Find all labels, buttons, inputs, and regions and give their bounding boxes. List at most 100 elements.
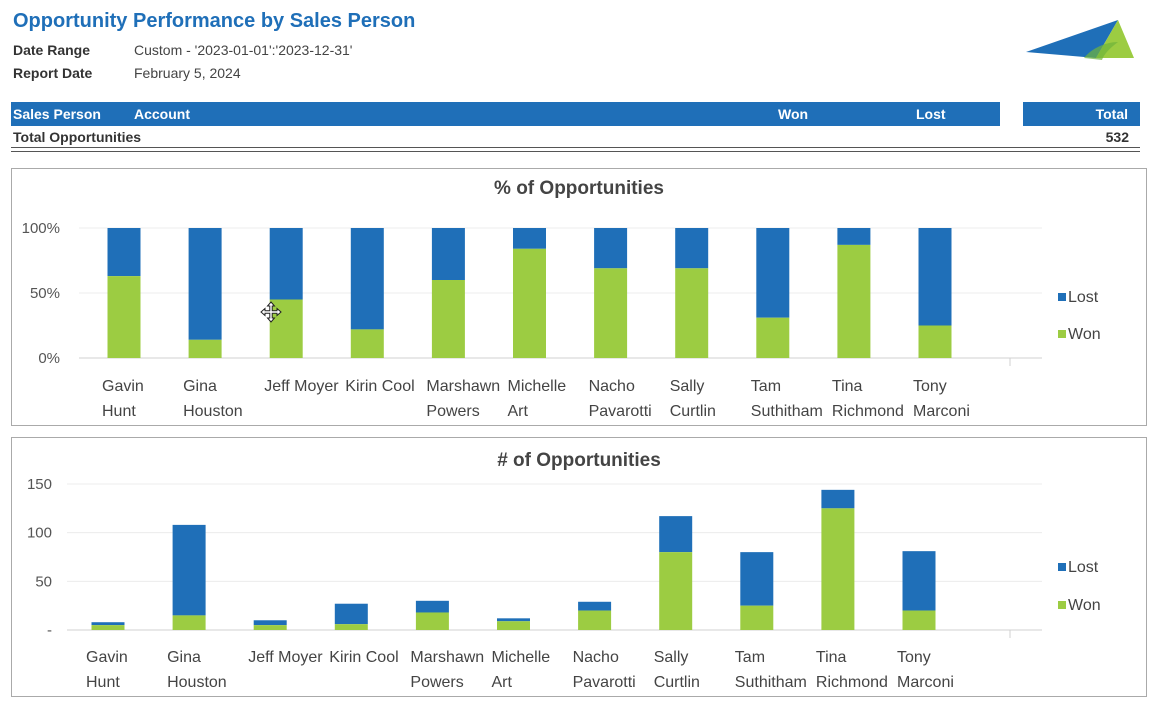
count-chart-title: # of Opportunities <box>497 450 661 471</box>
bar-lost <box>756 228 790 318</box>
y-tick-label: 50% <box>30 285 60 302</box>
x-category-label: Michelle <box>492 649 551 666</box>
bar-won <box>740 605 774 630</box>
bar-won <box>350 329 384 358</box>
bar-won <box>918 325 952 358</box>
bar-won <box>837 244 871 358</box>
legend-won-label: Won <box>1068 326 1101 343</box>
x-category-label: Pavarotti <box>589 403 652 420</box>
x-category-label: Gavin <box>102 378 144 395</box>
x-category-label: Richmond <box>832 403 904 420</box>
legend-won-2: Won <box>1058 597 1101 615</box>
x-category-label: Powers <box>410 674 463 691</box>
x-category-label: Pavarotti <box>573 674 636 691</box>
percent-chart: 0% 50% 100% Gavin Hunt Gina Houston Jeff Moyer K… <box>22 220 1042 420</box>
bar-lost <box>659 516 693 553</box>
bar-won <box>513 248 546 358</box>
bar-lost <box>578 601 612 611</box>
bar-won <box>659 552 693 630</box>
legend-lost-swatch <box>1058 293 1066 301</box>
report-date-row: Report Date February 5, 2024 <box>13 65 241 81</box>
x-category-label: Art <box>508 403 529 420</box>
bar-lost <box>497 618 530 622</box>
legend-lost-2: Lost <box>1058 559 1098 577</box>
bar-won <box>594 268 628 358</box>
legend-lost: Lost <box>1058 289 1098 307</box>
bar-won <box>497 621 530 630</box>
bar-lost <box>350 228 384 330</box>
report-title: Opportunity Performance by Sales Person <box>13 10 416 32</box>
x-category-label: Nacho <box>589 378 635 395</box>
bar-lost <box>107 228 141 277</box>
x-category-label: Suthitham <box>751 403 823 420</box>
bar-won <box>107 276 141 358</box>
bar-lost <box>675 228 709 269</box>
count-chart-panel: # of Opportunities - 50 100 150 Gavin Hunt Gin… <box>11 437 1147 697</box>
header-lost: Lost <box>916 106 946 122</box>
bar-won <box>756 317 790 358</box>
legend-won-swatch <box>1058 330 1066 338</box>
date-range-row: Date Range Custom - '2023-01-01':'2023-12… <box>13 42 352 58</box>
x-category-label: Sally <box>654 649 689 666</box>
x-category-label: Gina <box>167 649 201 666</box>
x-category-label: Tam <box>751 378 781 395</box>
y-tick-label: 150 <box>27 476 52 493</box>
bar-lost <box>188 228 222 340</box>
y-tick-label: 50 <box>35 573 52 590</box>
bar-lost <box>172 524 206 616</box>
bar-won <box>188 339 222 358</box>
bar-won <box>415 612 449 630</box>
x-category-label: Marshawn <box>410 649 484 666</box>
bar-lost <box>269 228 303 300</box>
y-tick-label: 0% <box>38 350 60 367</box>
bar-won <box>675 268 709 358</box>
bar-lost <box>415 600 449 613</box>
bar-lost <box>837 228 871 245</box>
x-category-label: Jeff Moyer <box>248 649 323 666</box>
x-category-label: Tony <box>913 378 947 395</box>
x-category-label: Sally <box>670 378 705 395</box>
x-category-label: Houston <box>167 674 227 691</box>
x-category-label: Suthitham <box>735 674 807 691</box>
legend-lost-label: Lost <box>1068 289 1099 306</box>
x-category-label: Gina <box>183 378 217 395</box>
header-won: Won <box>778 106 809 122</box>
table-header: Sales Person Account Won Lost <box>11 102 1000 126</box>
count-chart: - 50 100 150 Gavin Hunt Gina Houston Jeff Moyer K… <box>27 476 1042 691</box>
table-header-total: Total <box>1023 102 1140 126</box>
x-category-label: Curtlin <box>670 403 716 420</box>
x-category-label: Houston <box>183 403 243 420</box>
x-category-label: Marconi <box>897 674 954 691</box>
bar-lost <box>334 603 368 625</box>
bar-lost <box>513 228 546 249</box>
total-divider <box>11 147 1140 152</box>
percent-chart-title: % of Opportunities <box>494 178 664 199</box>
x-category-label: Powers <box>426 403 479 420</box>
bar-lost <box>902 551 936 611</box>
y-tick-label: 100% <box>22 220 60 237</box>
bar-lost <box>594 228 628 269</box>
x-category-label: Jeff Moyer <box>264 378 339 395</box>
x-category-label: Richmond <box>816 674 888 691</box>
bar-lost <box>918 228 952 326</box>
total-opportunities-row: Total Opportunities 532 <box>13 129 1139 145</box>
total-opportunities-label: Total Opportunities <box>13 129 142 145</box>
total-opportunities-value: 532 <box>1105 129 1129 145</box>
header-total: Total <box>1095 106 1128 122</box>
legend-won: Won <box>1058 326 1101 344</box>
bar-won <box>91 625 125 630</box>
x-category-label: Hunt <box>86 674 120 691</box>
bar-lost <box>740 552 774 606</box>
x-category-label: Tony <box>897 649 931 666</box>
header-account: Account <box>134 106 190 122</box>
y-tick-label: 100 <box>27 525 52 542</box>
legend-won-label-2: Won <box>1068 597 1101 614</box>
bar-lost <box>821 489 855 509</box>
x-category-label: Kirin Cool <box>329 649 398 666</box>
percent-chart-panel: % of Opportunities 0% 50% 100% Gavin Hunt Gin… <box>11 168 1147 426</box>
bar-won <box>334 624 368 630</box>
move-cursor-icon <box>260 301 282 323</box>
x-category-label: Hunt <box>102 403 136 420</box>
bar-won <box>431 280 465 358</box>
report-date-value: February 5, 2024 <box>134 65 241 81</box>
